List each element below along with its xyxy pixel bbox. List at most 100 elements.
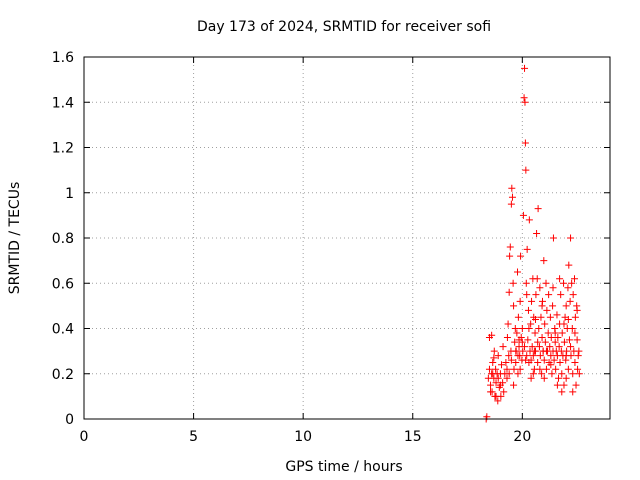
y-axis-label: SRMTID / TECUs (7, 182, 23, 295)
data-point (560, 320, 568, 328)
data-point (565, 261, 573, 269)
data-point (558, 388, 566, 396)
data-point (551, 329, 559, 337)
data-point (500, 388, 508, 396)
y-tick-label: 0.2 (52, 367, 74, 383)
data-point (540, 356, 548, 364)
data-point (571, 329, 579, 337)
x-tick-label: 10 (294, 429, 312, 445)
data-point (574, 352, 582, 360)
data-point (553, 381, 561, 389)
data-point (529, 370, 537, 378)
data-point (514, 313, 522, 321)
data-point (527, 374, 535, 382)
data-point (490, 354, 498, 362)
data-point (571, 358, 579, 366)
data-point (516, 297, 524, 305)
data-point (503, 374, 511, 382)
y-tick-label: 1.2 (52, 141, 74, 157)
data-point (521, 343, 529, 351)
data-point (485, 365, 493, 373)
x-tick-label: 15 (404, 429, 422, 445)
data-point (541, 320, 549, 328)
data-point (544, 329, 552, 337)
data-point (549, 302, 557, 310)
data-point (554, 374, 562, 382)
data-point (564, 315, 572, 323)
data-point (520, 94, 528, 102)
data-point (569, 291, 577, 299)
data-point (565, 336, 573, 344)
data-point (570, 275, 578, 283)
data-point (509, 279, 517, 287)
data-point (503, 334, 511, 342)
plot-frame (83, 56, 611, 420)
data-point (531, 315, 539, 323)
y-tick-label: 0 (65, 412, 74, 428)
data-point (524, 306, 532, 314)
data-point (530, 347, 538, 355)
data-point (514, 352, 522, 360)
data-point (571, 313, 579, 321)
x-tick-label: 0 (80, 429, 89, 445)
data-point (538, 370, 546, 378)
data-point (513, 329, 521, 337)
data-point (512, 358, 520, 366)
data-point (540, 257, 548, 265)
data-point (536, 365, 544, 373)
data-point (489, 358, 497, 366)
data-point (525, 325, 533, 332)
data-point (534, 358, 542, 366)
data-point (557, 291, 565, 299)
data-points (482, 64, 583, 423)
data-point (504, 320, 512, 328)
data-point (549, 234, 557, 242)
x-tick-label: 20 (513, 429, 531, 445)
data-point (521, 64, 529, 72)
data-point (506, 252, 514, 260)
data-point (548, 370, 556, 378)
data-point (549, 284, 557, 292)
data-point (522, 279, 530, 287)
grid (84, 57, 610, 419)
data-point (537, 313, 545, 321)
y-tick-label: 0.4 (52, 322, 74, 338)
data-point (519, 347, 527, 355)
data-point (505, 370, 513, 378)
data-point (556, 358, 564, 366)
data-point (511, 325, 519, 332)
data-point (492, 392, 500, 400)
data-point (519, 211, 527, 219)
data-point (574, 365, 582, 373)
data-point (524, 336, 532, 344)
data-point (539, 347, 547, 355)
data-point (499, 343, 507, 351)
data-point (562, 302, 570, 310)
data-point (528, 297, 536, 305)
data-point (532, 291, 540, 299)
data-point (531, 329, 539, 337)
data-point (534, 205, 542, 213)
data-point (489, 370, 497, 378)
data-point (498, 361, 506, 369)
data-point (534, 338, 542, 346)
data-point (560, 279, 568, 287)
data-point (535, 343, 543, 351)
data-point (554, 334, 562, 342)
data-point (553, 311, 561, 319)
data-point (541, 338, 549, 346)
data-point (562, 374, 570, 382)
data-point (536, 352, 544, 360)
data-point (522, 166, 530, 174)
data-point (569, 370, 577, 378)
data-point (562, 352, 570, 360)
data-point (522, 356, 530, 364)
data-point (547, 361, 555, 369)
y-tick-label: 1.4 (52, 95, 74, 111)
data-point (510, 302, 518, 310)
y-tick-label: 1.6 (52, 50, 74, 66)
data-point (523, 291, 531, 299)
x-axis-label: GPS time / hours (285, 459, 402, 475)
data-point (540, 374, 548, 382)
